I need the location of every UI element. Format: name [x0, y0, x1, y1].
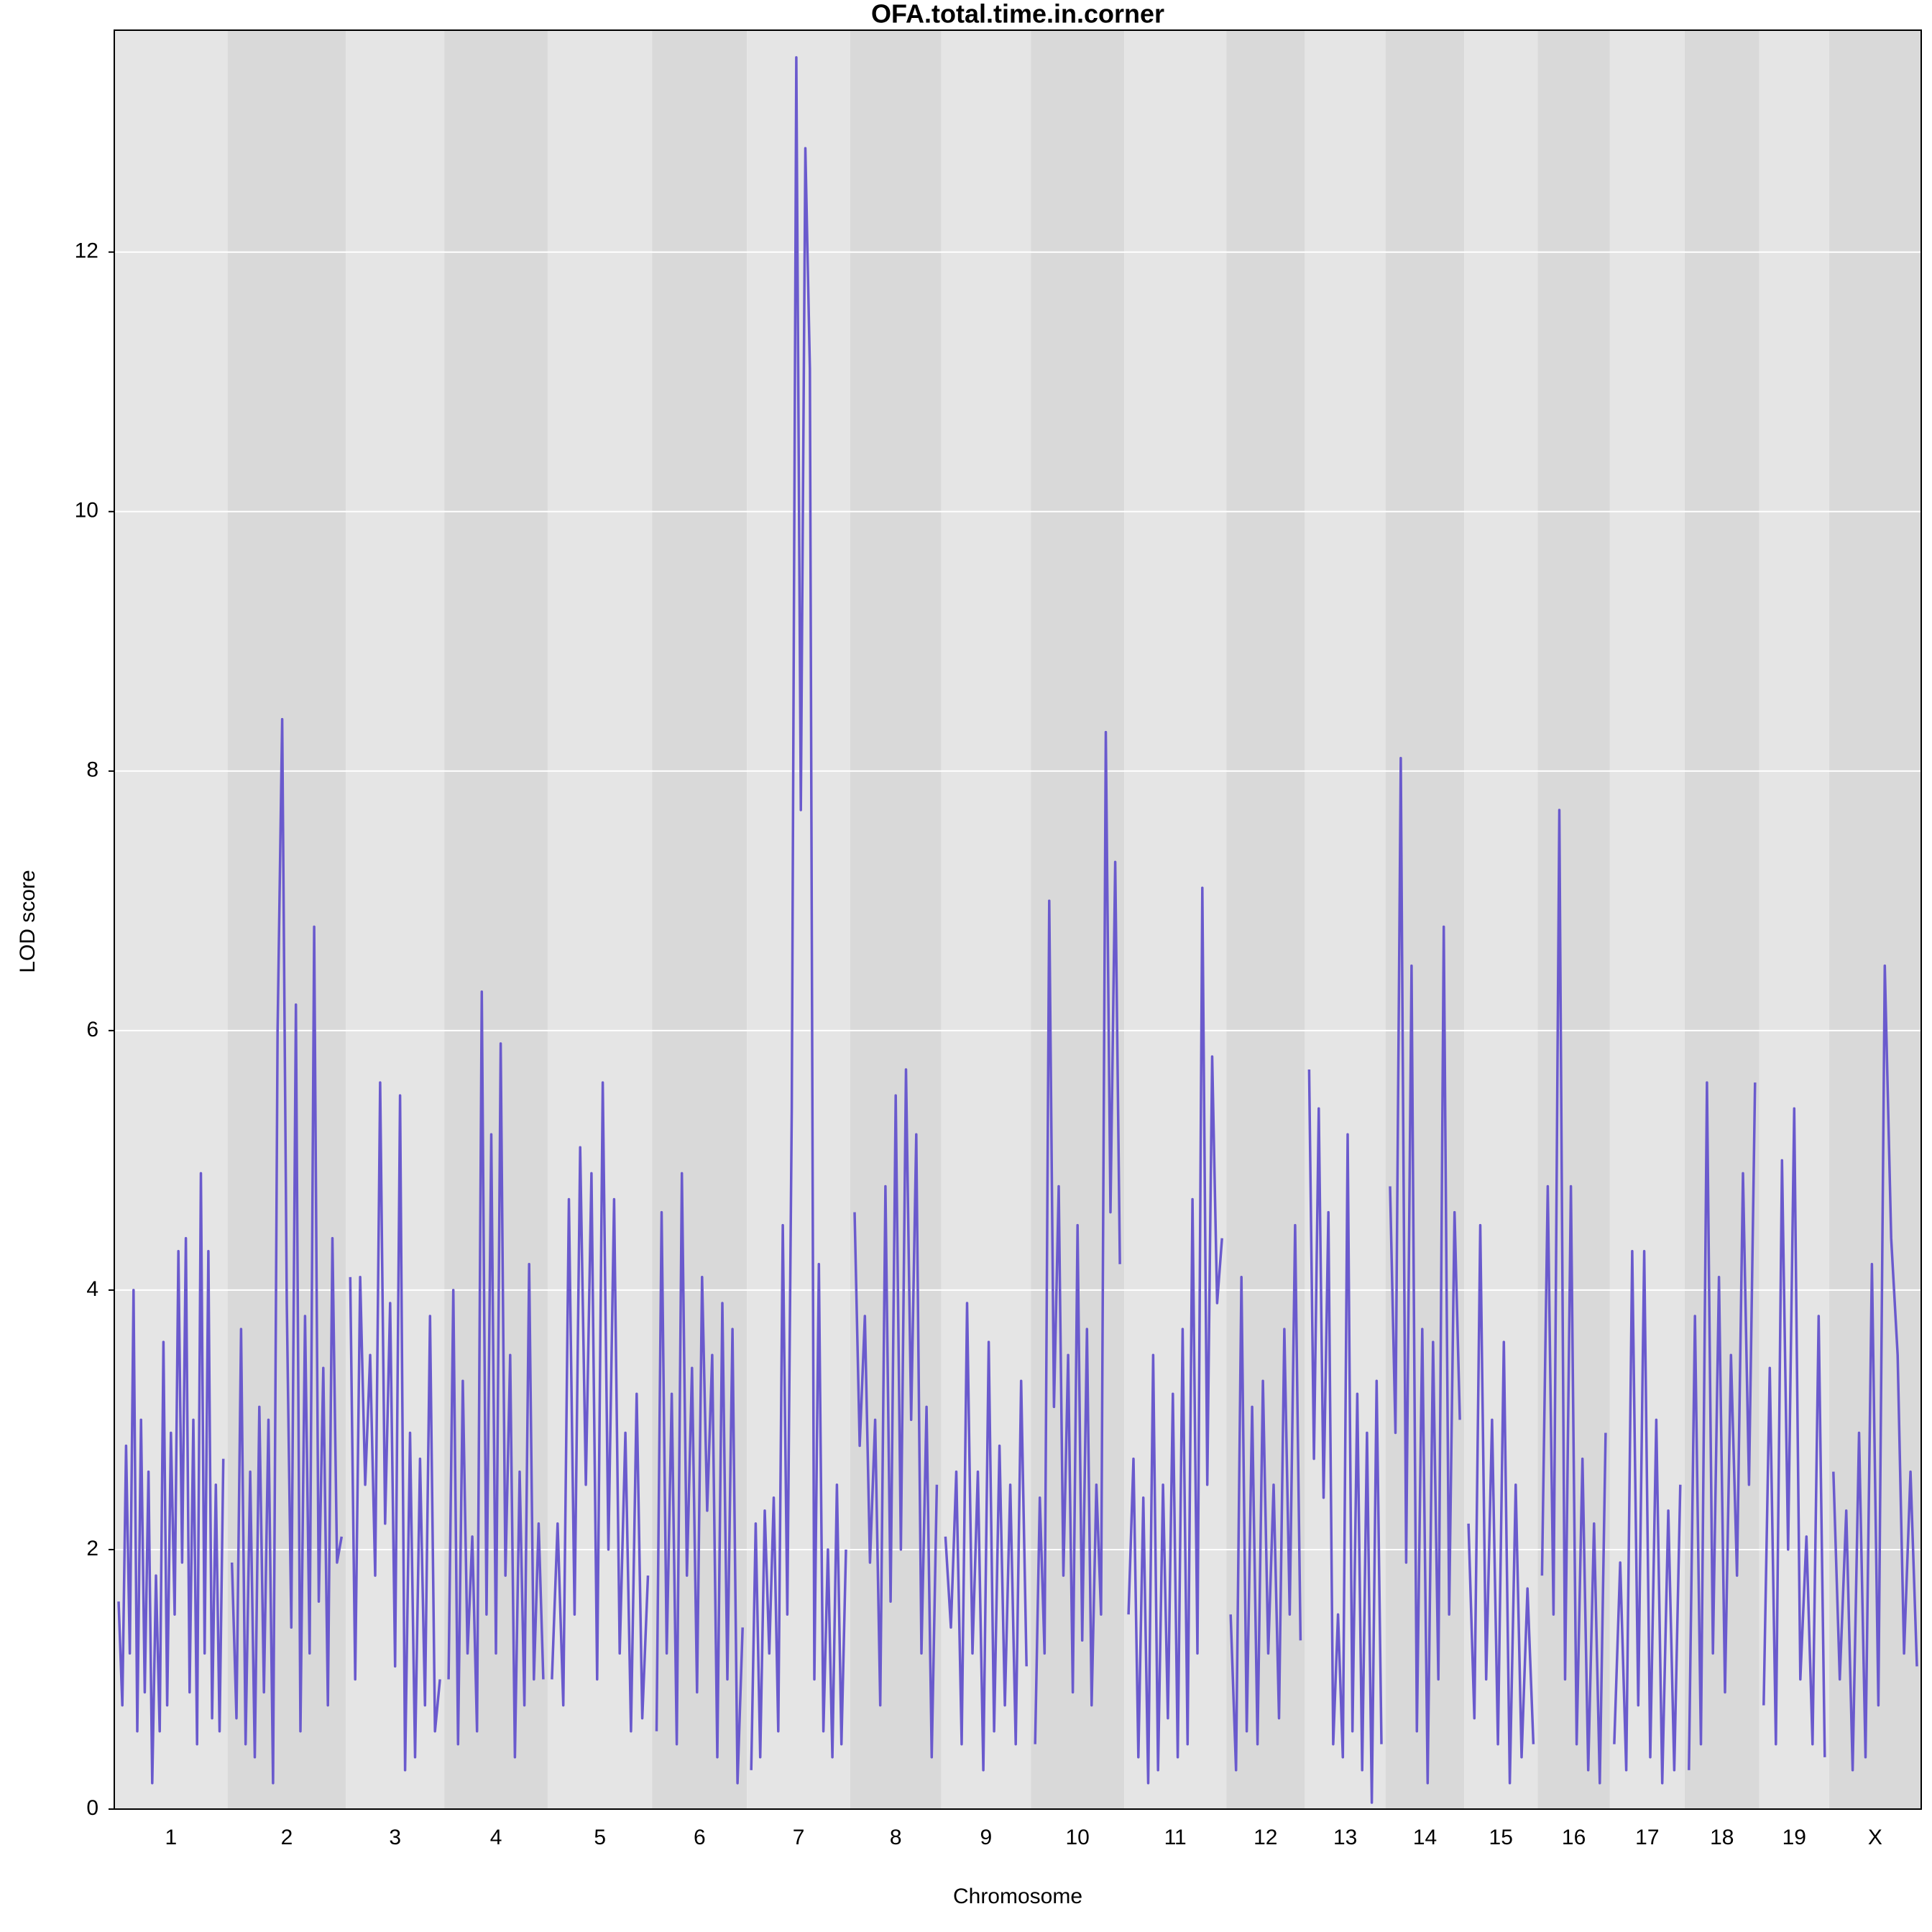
x-tick-label: 16 [1562, 1826, 1586, 1849]
lod-line [1229, 1223, 1302, 1772]
chart-title: OFA.total.time.in.corner [871, 0, 1164, 29]
x-tick-label: 5 [594, 1826, 606, 1849]
x-tick-label: 6 [694, 1826, 706, 1849]
x-tick-label: X [1868, 1826, 1882, 1849]
lod-line [1034, 730, 1121, 1744]
chromosome-band [850, 30, 942, 1809]
x-tick-label: 18 [1710, 1826, 1734, 1849]
lod-line [1467, 1223, 1535, 1785]
y-tick-label: 10 [75, 499, 98, 523]
lod-line [1613, 1249, 1682, 1785]
lod-line [1540, 809, 1607, 1785]
x-tick-label: 13 [1333, 1826, 1357, 1849]
lod-line [750, 56, 847, 1770]
y-axis-label: LOD score [16, 870, 40, 972]
y-tick-label: 2 [86, 1537, 98, 1560]
y-tick-label: 8 [86, 758, 98, 782]
x-tick-label: 3 [389, 1826, 401, 1849]
lod-line [853, 1068, 939, 1759]
x-tick-label: 14 [1413, 1826, 1437, 1849]
lod-line [1832, 964, 1918, 1772]
x-tick-label: 2 [281, 1826, 293, 1849]
x-tick-label: 9 [980, 1826, 992, 1849]
x-tick-label: 17 [1635, 1826, 1659, 1849]
chromosome-band [547, 30, 653, 1809]
x-axis-label: Chromosome [953, 1885, 1082, 1908]
x-tick-label: 11 [1164, 1826, 1187, 1849]
chromosome-band [227, 30, 346, 1809]
lod-line [1688, 1081, 1757, 1770]
lod-line [1762, 1107, 1826, 1757]
x-tick-label: 8 [890, 1826, 902, 1849]
y-tick-label: 4 [86, 1277, 98, 1301]
x-tick-label: 19 [1782, 1826, 1806, 1849]
lod-line [349, 1081, 441, 1772]
lod-line [1307, 1069, 1383, 1804]
x-tick-label: 10 [1065, 1826, 1089, 1849]
x-tick-label: 1 [165, 1826, 177, 1849]
y-tick-label: 12 [75, 239, 98, 263]
x-tick-label: 4 [490, 1826, 502, 1849]
x-tick-label: 7 [793, 1826, 805, 1849]
lod-line [944, 1302, 1028, 1772]
y-tick-label: 0 [86, 1796, 98, 1820]
chromosome-band [1759, 30, 1829, 1809]
x-tick-label: 12 [1254, 1826, 1277, 1849]
lod-line [1389, 756, 1461, 1785]
lod-line [1127, 886, 1223, 1785]
lod-line [447, 990, 545, 1759]
lod-line [117, 1172, 225, 1785]
lod-line [230, 717, 344, 1785]
y-tick-label: 6 [86, 1018, 98, 1041]
lod-line [551, 1081, 650, 1733]
lod-line [655, 1172, 744, 1785]
plot-frame [114, 29, 1922, 1810]
x-tick-label: 15 [1489, 1826, 1513, 1849]
